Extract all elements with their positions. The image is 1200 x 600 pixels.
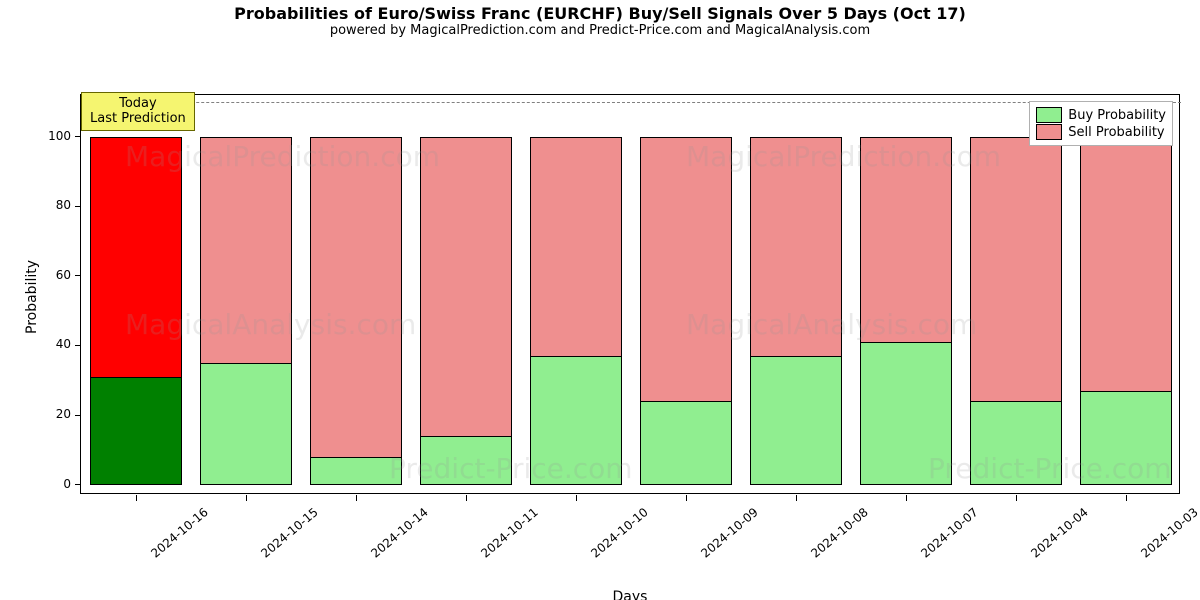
chart-subtitle: powered by MagicalPrediction.com and Pre…	[0, 23, 1200, 38]
y-tick-mark	[75, 345, 81, 346]
y-tick-mark	[75, 415, 81, 416]
x-tick-mark	[356, 495, 357, 501]
buy-bar	[310, 457, 402, 485]
x-tick-label: 2024-10-10	[588, 505, 650, 561]
legend-swatch-buy	[1036, 107, 1062, 123]
buy-bar	[860, 342, 952, 485]
x-tick-mark	[246, 495, 247, 501]
buy-bar	[200, 363, 292, 485]
buy-bar	[750, 356, 842, 485]
x-axis-label: Days	[80, 589, 1180, 600]
x-tick-label: 2024-10-09	[698, 505, 760, 561]
buy-bar	[420, 436, 512, 485]
y-tick-mark	[75, 206, 81, 207]
x-tick-label: 2024-10-15	[258, 505, 320, 561]
watermark-text: MagicalPrediction.com	[686, 140, 1001, 173]
x-tick-label: 2024-10-16	[148, 505, 210, 561]
x-tick-mark	[1126, 495, 1127, 501]
sell-bar	[310, 137, 402, 485]
y-axis-label: Probability	[24, 260, 40, 334]
chart-area: 0204060801002024-10-162024-10-152024-10-…	[0, 38, 1200, 598]
y-tick-label: 100	[31, 129, 71, 143]
today-annotation: TodayLast Prediction	[81, 92, 195, 131]
legend: Buy Probability Sell Probability	[1029, 101, 1173, 146]
x-tick-mark	[466, 495, 467, 501]
legend-row-buy: Buy Probability	[1036, 107, 1166, 123]
x-tick-label: 2024-10-11	[478, 505, 540, 561]
x-tick-label: 2024-10-03	[1138, 505, 1200, 561]
buy-bar	[90, 377, 182, 485]
sell-bar	[420, 137, 512, 485]
chart-title: Probabilities of Euro/Swiss Franc (EURCH…	[0, 0, 1200, 23]
annotation-line2: Last Prediction	[90, 111, 186, 127]
legend-label-sell: Sell Probability	[1068, 125, 1164, 140]
y-tick-mark	[75, 484, 81, 485]
dashed-reference-line	[81, 102, 1181, 103]
buy-bar	[1080, 391, 1172, 485]
y-tick-label: 40	[31, 337, 71, 351]
y-tick-label: 80	[31, 198, 71, 212]
legend-row-sell: Sell Probability	[1036, 124, 1166, 140]
y-tick-label: 0	[31, 477, 71, 491]
x-tick-label: 2024-10-04	[1028, 505, 1090, 561]
legend-swatch-sell	[1036, 124, 1062, 140]
x-tick-mark	[576, 495, 577, 501]
x-tick-mark	[906, 495, 907, 501]
buy-bar	[640, 401, 732, 484]
y-tick-label: 20	[31, 407, 71, 421]
x-tick-label: 2024-10-14	[368, 505, 430, 561]
x-tick-label: 2024-10-07	[918, 505, 980, 561]
x-tick-mark	[1016, 495, 1017, 501]
annotation-line1: Today	[90, 96, 186, 112]
x-tick-mark	[796, 495, 797, 501]
legend-label-buy: Buy Probability	[1068, 108, 1166, 123]
buy-bar	[530, 356, 622, 485]
y-tick-mark	[75, 136, 81, 137]
buy-bar	[970, 401, 1062, 484]
plot-region: 0204060801002024-10-162024-10-152024-10-…	[80, 94, 1180, 494]
x-tick-label: 2024-10-08	[808, 505, 870, 561]
x-tick-mark	[686, 495, 687, 501]
x-tick-mark	[136, 495, 137, 501]
y-tick-mark	[75, 275, 81, 276]
